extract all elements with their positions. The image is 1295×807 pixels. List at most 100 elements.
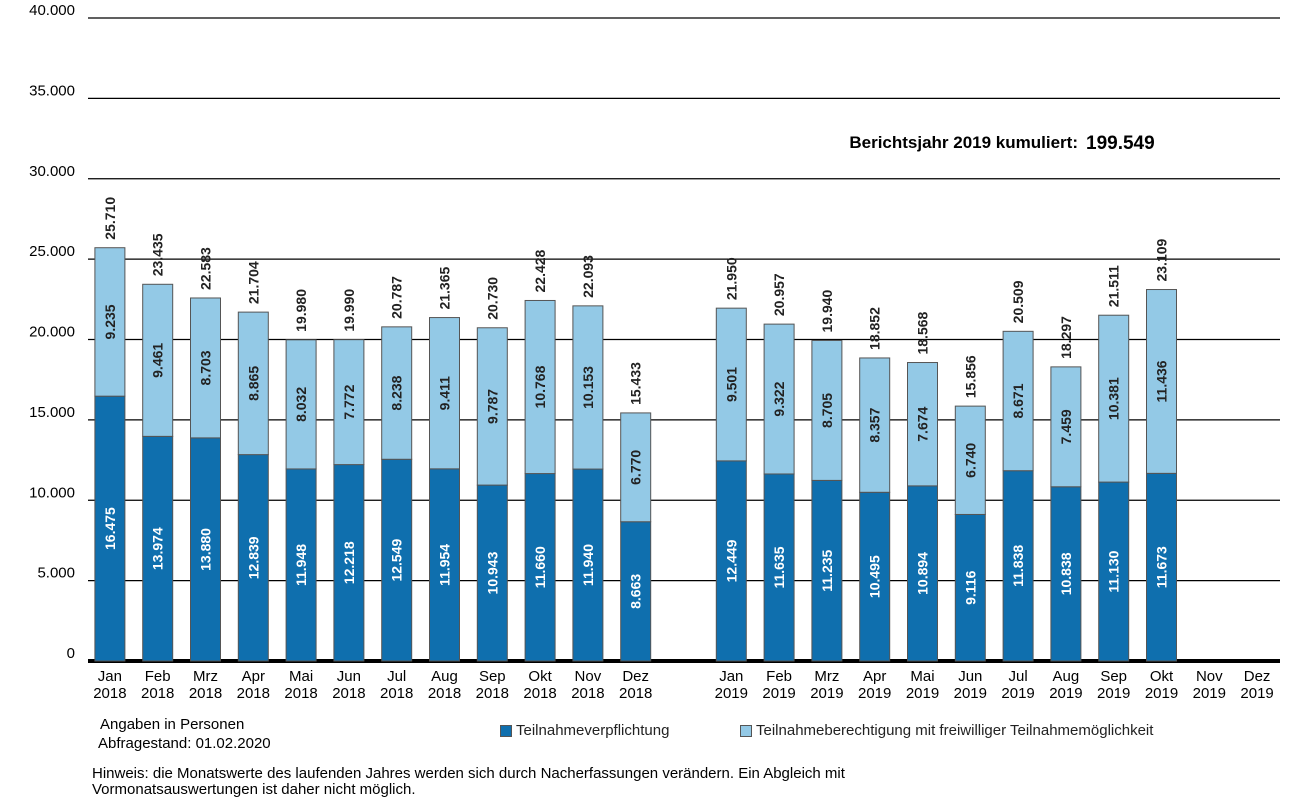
- value-label: 11.130: [1106, 550, 1122, 592]
- x-tick-label: Sep 2018: [475, 668, 509, 702]
- total-label: 18.297: [1058, 316, 1074, 359]
- bar-segment: [715, 460, 747, 662]
- legend-swatch: [740, 724, 752, 737]
- total-label: 21.950: [723, 257, 739, 300]
- value-label: 10.768: [532, 365, 548, 408]
- bar-segment: [859, 357, 891, 493]
- annotation: Berichtsjahr 2019 kumuliert:: [849, 133, 1078, 152]
- y-tick-label: 35.000: [29, 82, 75, 99]
- x-tick-label: Jan 2019: [714, 668, 748, 702]
- value-label: 10.153: [580, 366, 596, 409]
- note: Vormonatsauswertungen ist daher nicht mö…: [92, 781, 416, 798]
- value-label: 7.674: [915, 406, 931, 441]
- value-label: 11.436: [1154, 360, 1170, 402]
- value-label: 13.974: [150, 527, 166, 570]
- value-label: 10.943: [484, 551, 500, 594]
- bar-segment: [907, 485, 938, 662]
- x-tick-label: Jun 2019: [953, 668, 987, 702]
- x-tick-label: Mai 2018: [284, 668, 318, 702]
- value-label: 9.411: [437, 376, 453, 410]
- x-tick-label: Feb 2018: [141, 668, 175, 702]
- total-label: 20.957: [771, 273, 787, 316]
- value-label: 10.838: [1058, 552, 1074, 595]
- bar-segment: [476, 484, 508, 662]
- x-tick-label: Jul 2018: [380, 668, 414, 702]
- bar-segment: [381, 458, 413, 662]
- x-tick-label: Nov 2019: [1192, 668, 1226, 702]
- bar-segment: [429, 317, 460, 470]
- y-tick-label: 20.000: [29, 324, 75, 341]
- value-label: 11.635: [771, 546, 787, 588]
- x-tick-label: Dez 2018: [619, 668, 653, 702]
- total-label: 20.787: [389, 276, 405, 319]
- bar-segment: [285, 339, 317, 470]
- total-label: 18.568: [915, 311, 931, 354]
- x-tick-label: Apr 2018: [236, 668, 270, 702]
- value-label: 6.740: [962, 443, 978, 478]
- x-tick-label: Mrz 2018: [188, 668, 223, 702]
- x-tick-label: Jun 2018: [332, 668, 366, 702]
- x-tick-label: Sep 2019: [1097, 668, 1131, 702]
- total-label: 19.980: [293, 289, 309, 332]
- bar-segment: [811, 479, 843, 662]
- bar-segment: [524, 299, 556, 475]
- x-tick-label: Mrz 2019: [810, 668, 844, 702]
- x-tick-label: Mai 2019: [905, 668, 940, 702]
- bar-segment: [142, 435, 174, 662]
- value-label: 11.940: [580, 544, 596, 586]
- total-label: 20.730: [484, 277, 500, 320]
- x-tick-label: Feb 2019: [762, 668, 796, 702]
- bar-segment: [142, 283, 174, 437]
- bar-segment: [811, 339, 843, 481]
- bar-segment: [954, 513, 986, 662]
- legend-item: Teilnahmeberechtigung mit freiwilliger T…: [740, 722, 1153, 739]
- value-label: 11.235: [819, 549, 835, 591]
- total-label: 22.093: [580, 255, 596, 298]
- bar-segment: [1050, 486, 1082, 662]
- annotation-value: 199.549: [1086, 133, 1155, 154]
- bar-segment: [190, 297, 221, 439]
- value-label: 9.787: [484, 389, 500, 424]
- value-label: 13.880: [198, 528, 214, 571]
- bar-segment: [1098, 481, 1130, 662]
- bar-segment: [907, 362, 938, 487]
- value-label: 8.671: [1010, 383, 1026, 418]
- y-tick-label: 5.000: [37, 565, 75, 582]
- note: Abfragestand: 01.02.2020: [98, 735, 271, 752]
- value-label: 7.772: [341, 384, 357, 419]
- x-tick-label: Jul 2019: [1001, 668, 1035, 702]
- total-label: 21.511: [1106, 265, 1122, 307]
- bar-segment: [954, 405, 986, 515]
- value-label: 9.116: [962, 570, 978, 604]
- bar-segment: [1002, 330, 1034, 472]
- total-label: 15.856: [962, 355, 978, 398]
- total-label: 21.704: [245, 261, 261, 304]
- legend-label: Teilnahmeverpflichtung: [516, 722, 670, 739]
- x-tick-label: Aug 2019: [1049, 668, 1083, 702]
- bar-segment: [620, 412, 652, 523]
- x-tick-label: Aug 2018: [427, 668, 462, 702]
- bar-segment: [190, 437, 221, 662]
- bar-segment: [859, 491, 891, 662]
- y-tick-label: 10.000: [29, 484, 75, 501]
- value-label: 10.894: [915, 552, 931, 595]
- value-label: 8.357: [867, 407, 883, 442]
- total-label: 22.428: [532, 249, 548, 292]
- legend-item: Teilnahmeverpflichtung: [500, 722, 669, 739]
- value-label: 8.705: [819, 393, 835, 428]
- x-tick-label: Nov 2018: [571, 668, 605, 702]
- y-tick-label: 25.000: [29, 243, 75, 260]
- value-label: 8.663: [628, 574, 644, 609]
- value-label: 10.495: [867, 555, 883, 598]
- bar-segment: [1050, 366, 1082, 488]
- value-label: 12.549: [389, 539, 405, 582]
- legend-label: Teilnahmeberechtigung mit freiwilliger T…: [756, 722, 1154, 739]
- y-tick-label: 15.000: [29, 404, 75, 421]
- value-label: 9.461: [150, 343, 166, 378]
- total-label: 23.109: [1154, 238, 1170, 281]
- y-tick-label: 30.000: [29, 163, 75, 180]
- value-label: 8.703: [198, 350, 214, 385]
- bar-segment: [381, 326, 413, 460]
- value-label: 11.954: [437, 544, 453, 586]
